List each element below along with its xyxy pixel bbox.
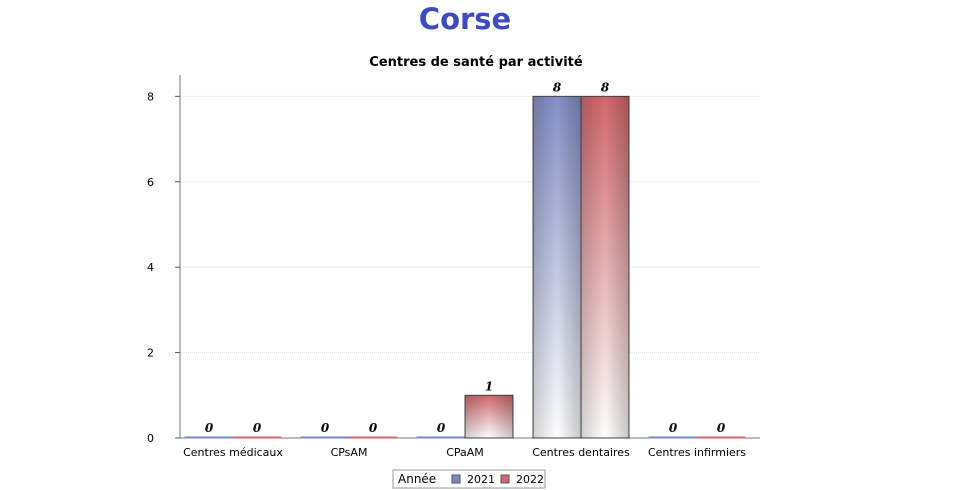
y-tick-label: 6 xyxy=(147,176,154,189)
data-labels: 0 0 0 0 0 1 8 8 0 0 xyxy=(205,80,726,435)
bar-shading xyxy=(533,96,581,439)
data-label: 0 xyxy=(437,421,446,435)
x-tick-label: CPsAM xyxy=(331,446,368,459)
y-axis-tick-labels: 0 2 4 6 8 xyxy=(147,90,180,445)
data-label: 8 xyxy=(553,80,562,94)
bar-2021-4 xyxy=(648,436,698,439)
bar-2021-2 xyxy=(416,436,466,439)
x-tick-label: Centres dentaires xyxy=(532,446,630,459)
x-tick-label: Centres infirmiers xyxy=(648,446,746,459)
bar-2022-4 xyxy=(696,436,746,439)
y-tick-label: 4 xyxy=(147,261,154,274)
bar-2022-1 xyxy=(348,436,398,439)
legend: Année 2021 2022 xyxy=(392,469,546,489)
legend-title: Année xyxy=(398,472,436,486)
x-tick-label: Centres médicaux xyxy=(183,446,283,459)
y-tick-label: 2 xyxy=(147,347,154,360)
bar-shading xyxy=(581,96,629,439)
bar-2022-0 xyxy=(232,436,282,439)
legend-label-2021: 2021 xyxy=(467,473,495,486)
axes xyxy=(179,75,760,439)
x-tick-label: CPaAM xyxy=(446,446,484,459)
legend-swatch-2022 xyxy=(500,474,510,484)
data-label: 0 xyxy=(369,421,378,435)
data-label: 1 xyxy=(485,379,493,393)
chart-title: Centres de santé par activité xyxy=(369,55,583,70)
data-label: 0 xyxy=(717,421,726,435)
legend-label-2022: 2022 xyxy=(516,473,544,486)
data-label: 8 xyxy=(601,80,610,94)
y-tick-label: 0 xyxy=(147,432,154,445)
bar-shading xyxy=(465,395,513,438)
x-axis-tick-labels: Centres médicaux CPsAM CPaAM Centres dentai… xyxy=(183,446,746,459)
y-tick-label: 8 xyxy=(147,90,154,103)
data-label: 0 xyxy=(253,421,262,435)
data-label: 0 xyxy=(321,421,330,435)
data-label: 0 xyxy=(205,421,214,435)
data-label: 0 xyxy=(669,421,678,435)
bars xyxy=(184,95,746,439)
legend-swatch-2021 xyxy=(451,474,461,484)
bar-2021-1 xyxy=(300,436,350,439)
page-title: Corse xyxy=(418,2,512,36)
grid-lines xyxy=(180,95,760,354)
bar-2021-0 xyxy=(184,436,234,439)
